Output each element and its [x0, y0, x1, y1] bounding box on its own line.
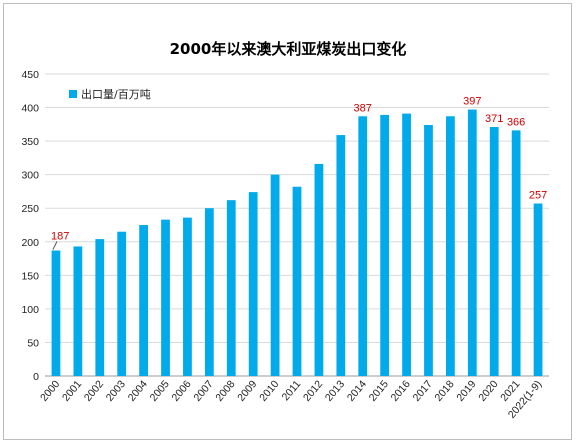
- bar-2017: [424, 125, 433, 376]
- y-tick-label: 250: [21, 203, 39, 215]
- bar-2006: [183, 217, 192, 376]
- data-label-2020: 371: [485, 113, 503, 125]
- x-tick-label: 2000: [38, 378, 62, 404]
- data-label-2014: 387: [354, 102, 372, 114]
- x-tick-label: 2002: [82, 378, 106, 404]
- bar-2012: [314, 163, 324, 376]
- y-tick-label: 200: [21, 237, 39, 249]
- x-tick-label: 2006: [170, 378, 194, 404]
- x-tick-label: 2018: [432, 378, 456, 404]
- y-tick-label: 350: [21, 136, 39, 148]
- x-tick-label: 2003: [104, 378, 128, 404]
- data-label-2000: 187: [51, 231, 69, 243]
- x-tick-label: 2019: [454, 378, 478, 404]
- x-tick-label: 2011: [280, 378, 304, 403]
- data-label-2019: 397: [463, 96, 481, 108]
- bar-2022(1-9): [533, 203, 543, 376]
- bar-2013: [336, 135, 346, 376]
- x-tick-label: 2020: [476, 378, 500, 404]
- x-tick-label: 2009: [235, 378, 259, 404]
- x-tick-label: 2017: [411, 378, 435, 404]
- bar-2007: [204, 208, 214, 376]
- bar-2016: [402, 113, 411, 377]
- data-label-2021: 366: [507, 116, 525, 128]
- data-label-2022(1-9): 257: [529, 190, 547, 202]
- chart-svg: 2000年以来澳大利亚煤炭出口变化 0 50 100 150 200 250 300 350 4…: [21, 40, 549, 421]
- x-tick-label: 2001: [60, 378, 84, 404]
- bar-2009: [248, 192, 258, 376]
- x-tick-label: 2015: [367, 378, 391, 404]
- bars: [51, 109, 543, 377]
- chart-frame: 2000年以来澳大利亚煤炭出口变化 0 50 100 150 200 250 300 350 4…: [3, 3, 572, 440]
- y-tick-label: 0: [33, 371, 39, 383]
- x-tick-label: 2010: [257, 378, 281, 404]
- x-tick-label: 2004: [126, 378, 150, 404]
- y-tick-label: 400: [21, 103, 39, 115]
- y-tick-label: 450: [21, 69, 39, 81]
- y-tick-label: 300: [21, 170, 39, 182]
- leader-line: [52, 241, 58, 250]
- y-tick-label: 100: [21, 304, 39, 316]
- bar-2015: [380, 114, 390, 376]
- bar-2000: [51, 250, 61, 376]
- bar-2014: [358, 116, 368, 376]
- bar-2004: [139, 225, 148, 376]
- x-tick-label: 2005: [148, 378, 172, 404]
- x-tick-label: 2008: [213, 378, 237, 404]
- bar-2001: [73, 246, 83, 376]
- x-tick-label: 2012: [301, 378, 325, 404]
- bar-2020: [489, 127, 499, 376]
- bar-2010: [270, 174, 280, 376]
- x-tick-label: 2016: [389, 378, 413, 404]
- bar-2003: [117, 231, 127, 376]
- bar-2008: [226, 200, 236, 376]
- y-tick-label: 150: [21, 270, 39, 282]
- x-tick-label: 2014: [345, 378, 369, 404]
- chart-title: 2000年以来澳大利亚煤炭出口变化: [170, 40, 407, 58]
- data-labels: 187 387 397 371 366 257: [51, 96, 547, 250]
- legend-swatch: [69, 90, 77, 98]
- x-tick-label: 2007: [191, 378, 215, 404]
- bar-2019: [467, 109, 477, 377]
- x-tick-label: 2013: [323, 378, 347, 404]
- legend-label: 出口量/百万吨: [81, 87, 151, 101]
- y-tick-label: 50: [27, 337, 39, 349]
- bar-2002: [95, 239, 105, 376]
- bar-2005: [161, 219, 170, 376]
- bar-2011: [292, 186, 302, 376]
- bar-2018: [446, 116, 455, 376]
- legend: 出口量/百万吨: [69, 87, 151, 101]
- bar-2021: [511, 130, 521, 376]
